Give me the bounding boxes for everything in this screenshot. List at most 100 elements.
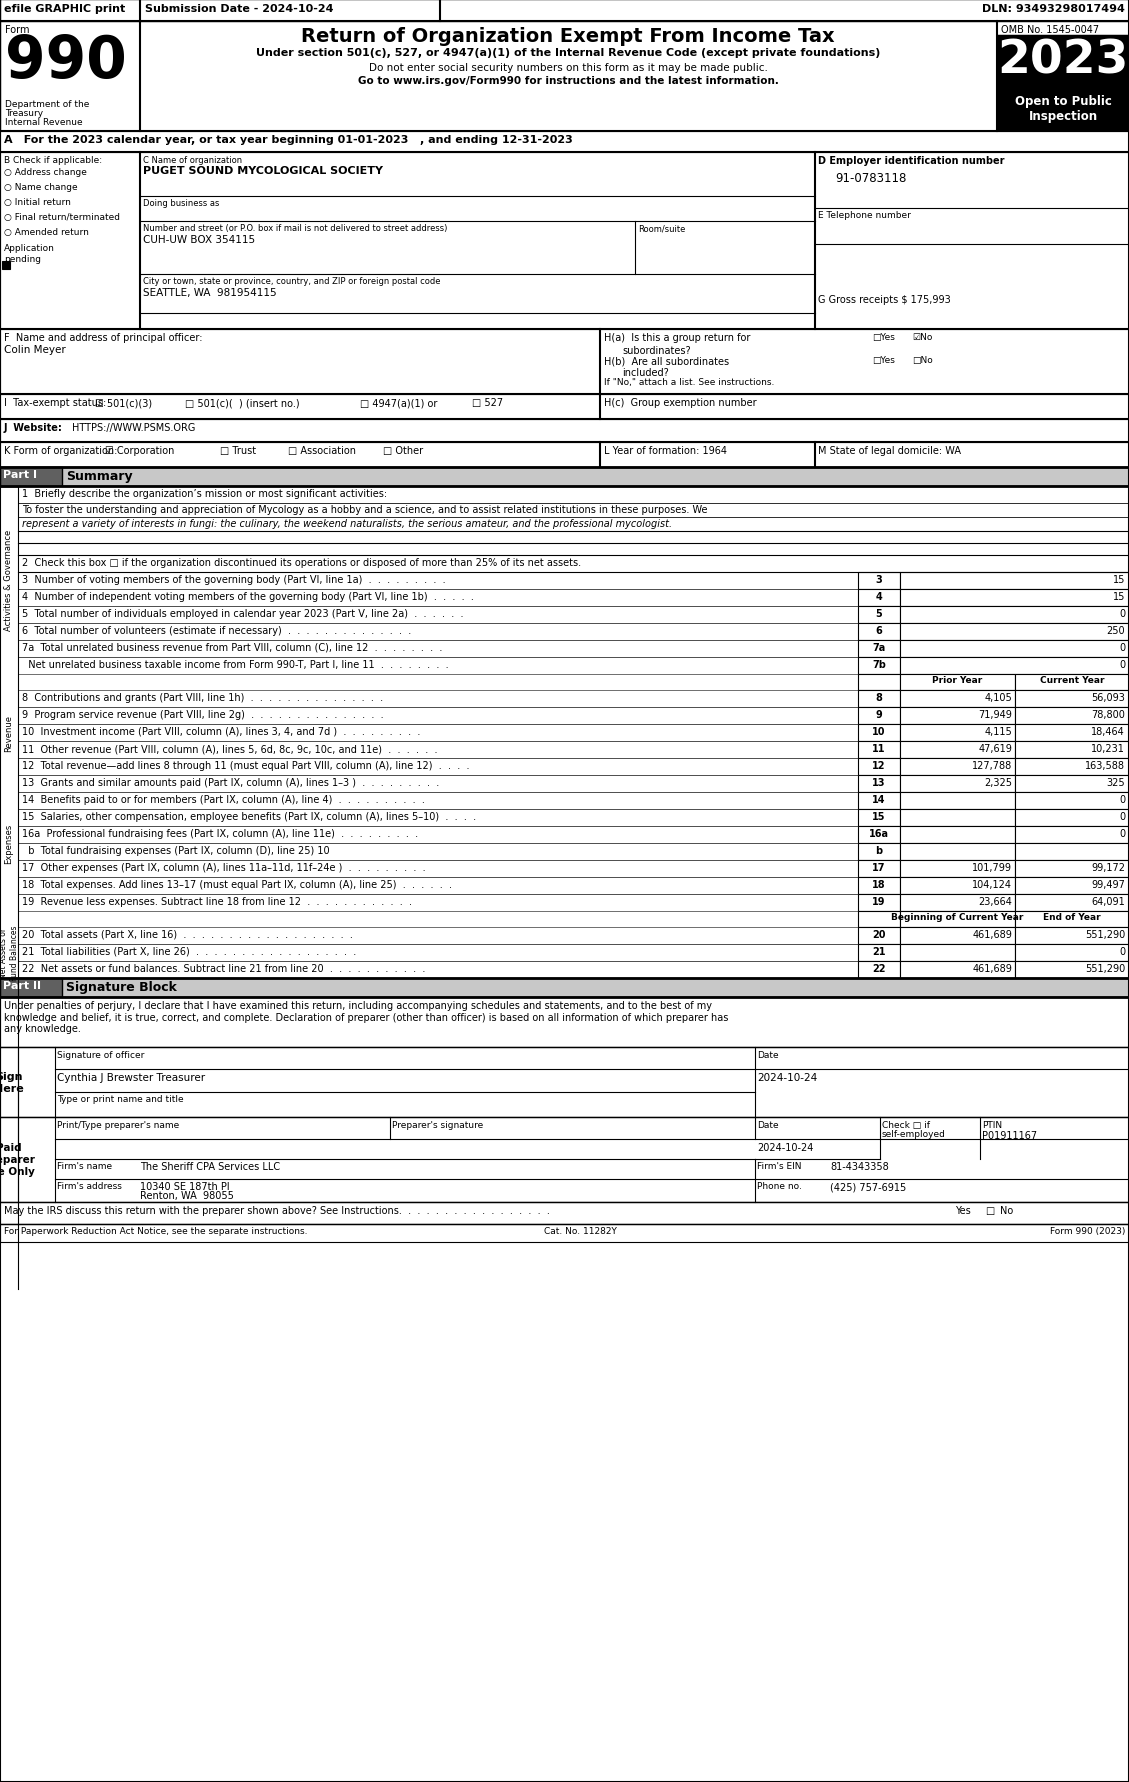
Bar (0, 421, 1129, 442)
Bar (900, 911, 1015, 927)
Text: 990: 990 (5, 34, 126, 89)
Text: Print/Type preparer's name: Print/Type preparer's name (56, 1121, 180, 1130)
Text: 7a: 7a (873, 643, 885, 652)
Text: 4,115: 4,115 (984, 727, 1012, 736)
Text: 0: 0 (1119, 795, 1124, 804)
Text: 0: 0 (1119, 643, 1124, 652)
Text: J  Website:: J Website: (5, 422, 63, 433)
Bar (0, 21, 1129, 132)
Text: 22: 22 (873, 964, 886, 973)
Text: 13: 13 (873, 777, 886, 788)
Bar (18, 775, 858, 793)
Text: ○ Name change: ○ Name change (5, 184, 78, 192)
Text: Application: Application (5, 244, 55, 253)
Text: 325: 325 (1106, 777, 1124, 788)
Text: 78,800: 78,800 (1091, 709, 1124, 720)
Bar (858, 962, 900, 978)
Text: Prior Year: Prior Year (931, 675, 982, 684)
Bar (18, 759, 858, 775)
Bar (1015, 675, 1129, 691)
Text: 16a: 16a (869, 829, 889, 839)
Bar (858, 809, 900, 827)
Bar (18, 572, 858, 590)
Bar (18, 658, 858, 675)
Text: 22  Net assets or fund balances. Subtract line 21 from line 20  .  .  .  .  .  .: 22 Net assets or fund balances. Subtract… (21, 964, 426, 973)
Bar (1015, 927, 1129, 944)
Bar (900, 827, 1015, 843)
Text: Submission Date - 2024-10-24: Submission Date - 2024-10-24 (145, 4, 333, 14)
Text: 2023: 2023 (997, 37, 1129, 84)
Text: efile GRAPHIC print: efile GRAPHIC print (5, 4, 125, 14)
Bar (900, 895, 1015, 911)
Bar (2, 262, 10, 269)
Text: Revenue: Revenue (5, 715, 14, 750)
Bar (900, 691, 1015, 707)
Bar (0, 1224, 1129, 1242)
Text: 14: 14 (873, 795, 886, 804)
Text: To foster the understanding and appreciation of Mycology as a hobby and a scienc: To foster the understanding and apprecia… (21, 504, 708, 515)
Text: Firm's name: Firm's name (56, 1162, 112, 1171)
Bar (1015, 707, 1129, 725)
Text: 6: 6 (876, 625, 883, 636)
Bar (858, 572, 900, 590)
Bar (18, 486, 1129, 504)
Bar (858, 741, 900, 759)
Text: 17: 17 (873, 862, 886, 873)
Text: 0: 0 (1119, 829, 1124, 839)
Text: Signature of officer: Signature of officer (56, 1050, 145, 1060)
Bar (18, 590, 858, 606)
Text: □Yes: □Yes (872, 356, 895, 365)
Bar (18, 877, 858, 895)
Text: E Telephone number: E Telephone number (819, 210, 911, 219)
Bar (858, 827, 900, 843)
Text: ○ Initial return: ○ Initial return (5, 198, 71, 207)
Text: □ Trust: □ Trust (220, 446, 256, 456)
Bar (858, 877, 900, 895)
Text: Go to www.irs.gov/Form990 for instructions and the latest information.: Go to www.irs.gov/Form990 for instructio… (358, 77, 778, 86)
Bar (18, 707, 858, 725)
Text: M State of legal domicile: WA: M State of legal domicile: WA (819, 446, 961, 456)
Bar (900, 809, 1015, 827)
Text: Preparer's signature: Preparer's signature (392, 1121, 483, 1130)
Text: 21  Total liabilities (Part X, line 26)  .  .  .  .  .  .  .  .  .  .  .  .  .  : 21 Total liabilities (Part X, line 26) .… (21, 946, 357, 957)
Text: 15: 15 (1112, 574, 1124, 584)
Text: b: b (875, 845, 883, 855)
Bar (0, 330, 1129, 396)
Text: Cynthia J Brewster Treasurer: Cynthia J Brewster Treasurer (56, 1073, 205, 1082)
Text: □ Other: □ Other (383, 446, 423, 456)
Bar (900, 725, 1015, 741)
Bar (900, 658, 1129, 675)
Text: 12  Total revenue—add lines 8 through 11 (must equal Part VIII, column (A), line: 12 Total revenue—add lines 8 through 11 … (21, 761, 470, 770)
Text: 2  Check this box □ if the organization discontinued its operations or disposed : 2 Check this box □ if the organization d… (21, 558, 581, 568)
Text: 12: 12 (873, 761, 886, 770)
Text: Yes: Yes (955, 1205, 971, 1215)
Bar (858, 691, 900, 707)
Text: 16a  Professional fundraising fees (Part IX, column (A), line 11e)  .  .  .  .  : 16a Professional fundraising fees (Part … (21, 829, 418, 839)
Text: 56,093: 56,093 (1091, 693, 1124, 702)
Text: Type or print name and title: Type or print name and title (56, 1094, 184, 1103)
Text: Firm's EIN: Firm's EIN (758, 1162, 802, 1171)
Bar (0, 396, 1129, 421)
Text: 5  Total number of individuals employed in calendar year 2023 (Part V, line 2a) : 5 Total number of individuals employed i… (21, 609, 464, 618)
Text: Expenses: Expenses (5, 823, 14, 864)
Text: 3  Number of voting members of the governing body (Part VI, line 1a)  .  .  .  .: 3 Number of voting members of the govern… (21, 574, 446, 584)
Bar (18, 827, 858, 843)
Text: Open to Public
Inspection: Open to Public Inspection (1015, 94, 1111, 123)
Text: 4: 4 (876, 592, 883, 602)
Text: 3: 3 (876, 574, 883, 584)
Text: H(b)  Are all subordinates: H(b) Are all subordinates (604, 356, 729, 365)
Text: D Employer identification number: D Employer identification number (819, 155, 1005, 166)
Bar (1015, 809, 1129, 827)
Bar (1015, 861, 1129, 877)
Bar (18, 624, 858, 642)
Text: ☑No: ☑No (912, 333, 933, 342)
Bar (18, 691, 858, 707)
Text: Sign
Here: Sign Here (0, 1071, 24, 1092)
Text: 2024-10-24: 2024-10-24 (758, 1142, 813, 1153)
Text: 2024-10-24: 2024-10-24 (758, 1073, 817, 1082)
Text: Under penalties of perjury, I declare that I have examined this return, includin: Under penalties of perjury, I declare th… (5, 1000, 728, 1034)
Text: 10: 10 (873, 727, 886, 736)
Text: May the IRS discuss this return with the preparer shown above? See Instructions.: May the IRS discuss this return with the… (5, 1205, 550, 1215)
Bar (900, 606, 1129, 624)
Text: Doing business as: Doing business as (143, 200, 219, 208)
